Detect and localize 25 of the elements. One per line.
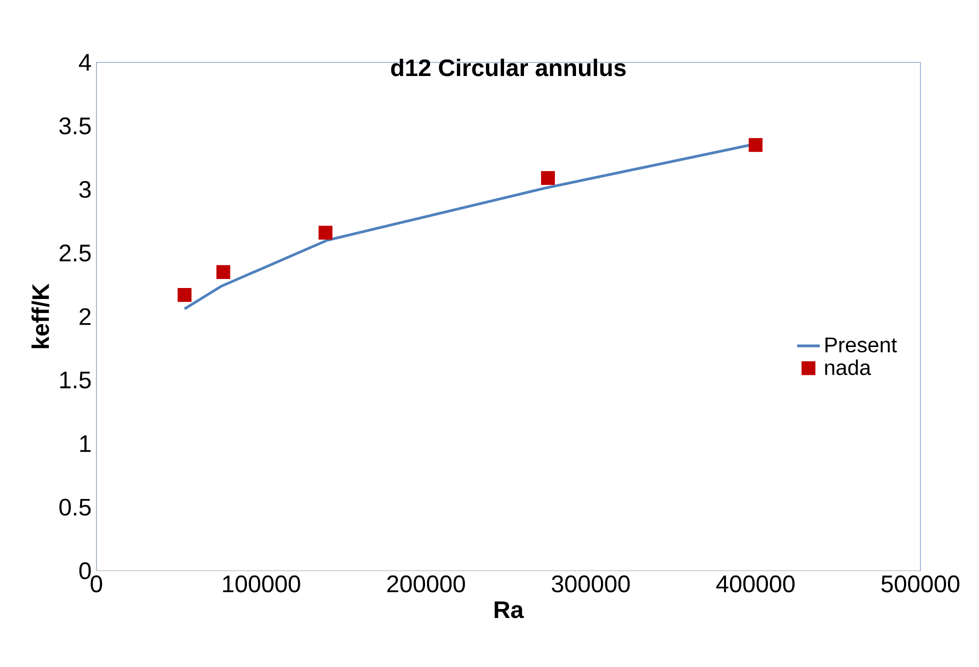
legend-label: nada: [825, 359, 872, 376]
x-axis-title: Ra: [494, 601, 524, 618]
point: [178, 288, 192, 302]
point: [216, 265, 230, 279]
x-tick-label: 0: [90, 575, 102, 592]
point: [748, 138, 763, 152]
y-tick-label: 3.5: [59, 117, 91, 134]
y-tick-label: 1.5: [60, 372, 91, 388]
point: [541, 171, 555, 185]
y-tick-label: 2.5: [60, 244, 91, 262]
y-tick-label: 3: [79, 180, 91, 198]
y-tick-label: 1: [80, 435, 91, 452]
y-tick-label: 0.5: [59, 498, 91, 516]
x-tick-label: 300000: [552, 575, 630, 592]
x-tick-label: 100000: [223, 575, 300, 592]
point: [318, 226, 332, 240]
x-tick-label: 500000: [881, 575, 960, 592]
y-tick-label: 0: [79, 562, 91, 580]
y-axis-title: keff/K: [32, 284, 50, 348]
y-tick-label: 2: [80, 308, 91, 325]
chart-title: d12 Circular annulus: [391, 58, 626, 76]
x-tick-label: 400000: [716, 575, 795, 592]
x-tick-label: 200000: [387, 575, 465, 592]
legend-label: Present: [826, 338, 897, 352]
y-tick-label: 4: [78, 54, 92, 71]
